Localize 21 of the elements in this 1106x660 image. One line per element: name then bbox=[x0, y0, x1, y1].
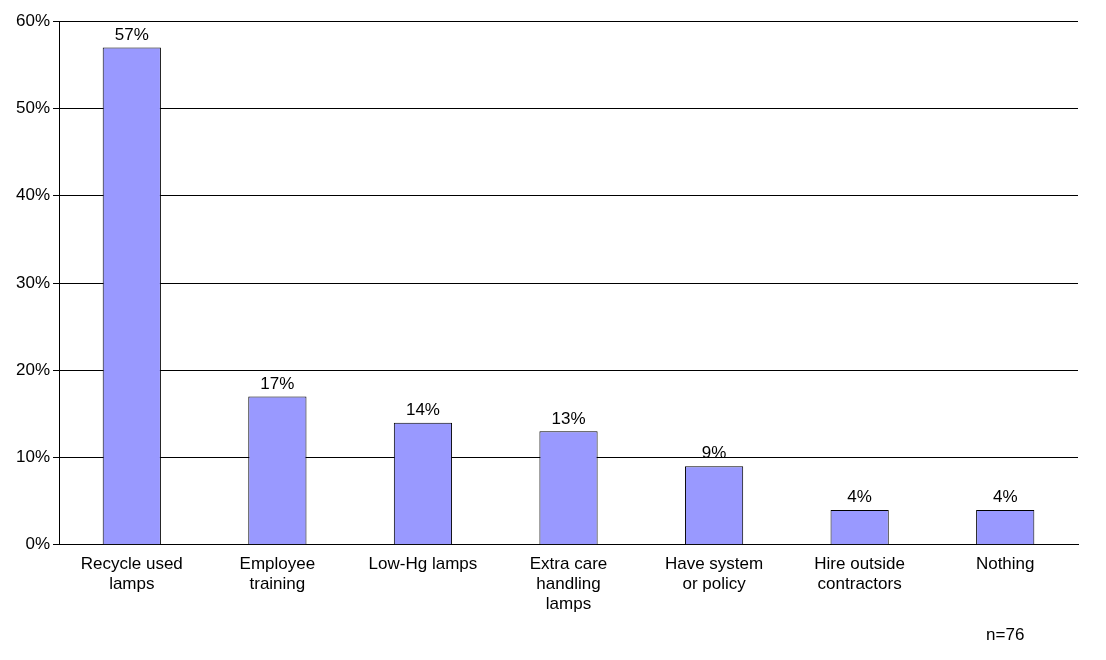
data-label: 4% bbox=[992, 487, 1018, 507]
x-tick-label: Low-Hg lamps bbox=[368, 553, 478, 573]
x-tick-label: Hire outside contractors bbox=[814, 553, 906, 594]
x-tick-label: Extra care handling lamps bbox=[529, 553, 608, 614]
data-label: 13% bbox=[551, 408, 586, 428]
y-tick-label: 30% bbox=[15, 272, 51, 292]
x-tick-label: Nothing bbox=[975, 553, 1035, 573]
text: n=76 bbox=[986, 625, 1025, 645]
y-tick-label: 0% bbox=[25, 534, 51, 554]
x-tick-label: Recycle used lamps bbox=[80, 553, 183, 594]
data-label: 14% bbox=[405, 399, 440, 419]
x-tick-label: Employee training bbox=[239, 553, 316, 594]
data-label: 17% bbox=[260, 373, 295, 393]
data-label: 57% bbox=[114, 24, 149, 44]
y-tick-label: 60% bbox=[15, 10, 51, 30]
y-tick-label: 20% bbox=[15, 359, 51, 379]
y-tick-label: 40% bbox=[15, 185, 51, 205]
y-tick-label: 50% bbox=[15, 98, 51, 118]
x-tick-label: Have system or policy bbox=[664, 553, 764, 594]
y-tick-label: 10% bbox=[15, 447, 51, 467]
data-label: 4% bbox=[847, 487, 872, 507]
